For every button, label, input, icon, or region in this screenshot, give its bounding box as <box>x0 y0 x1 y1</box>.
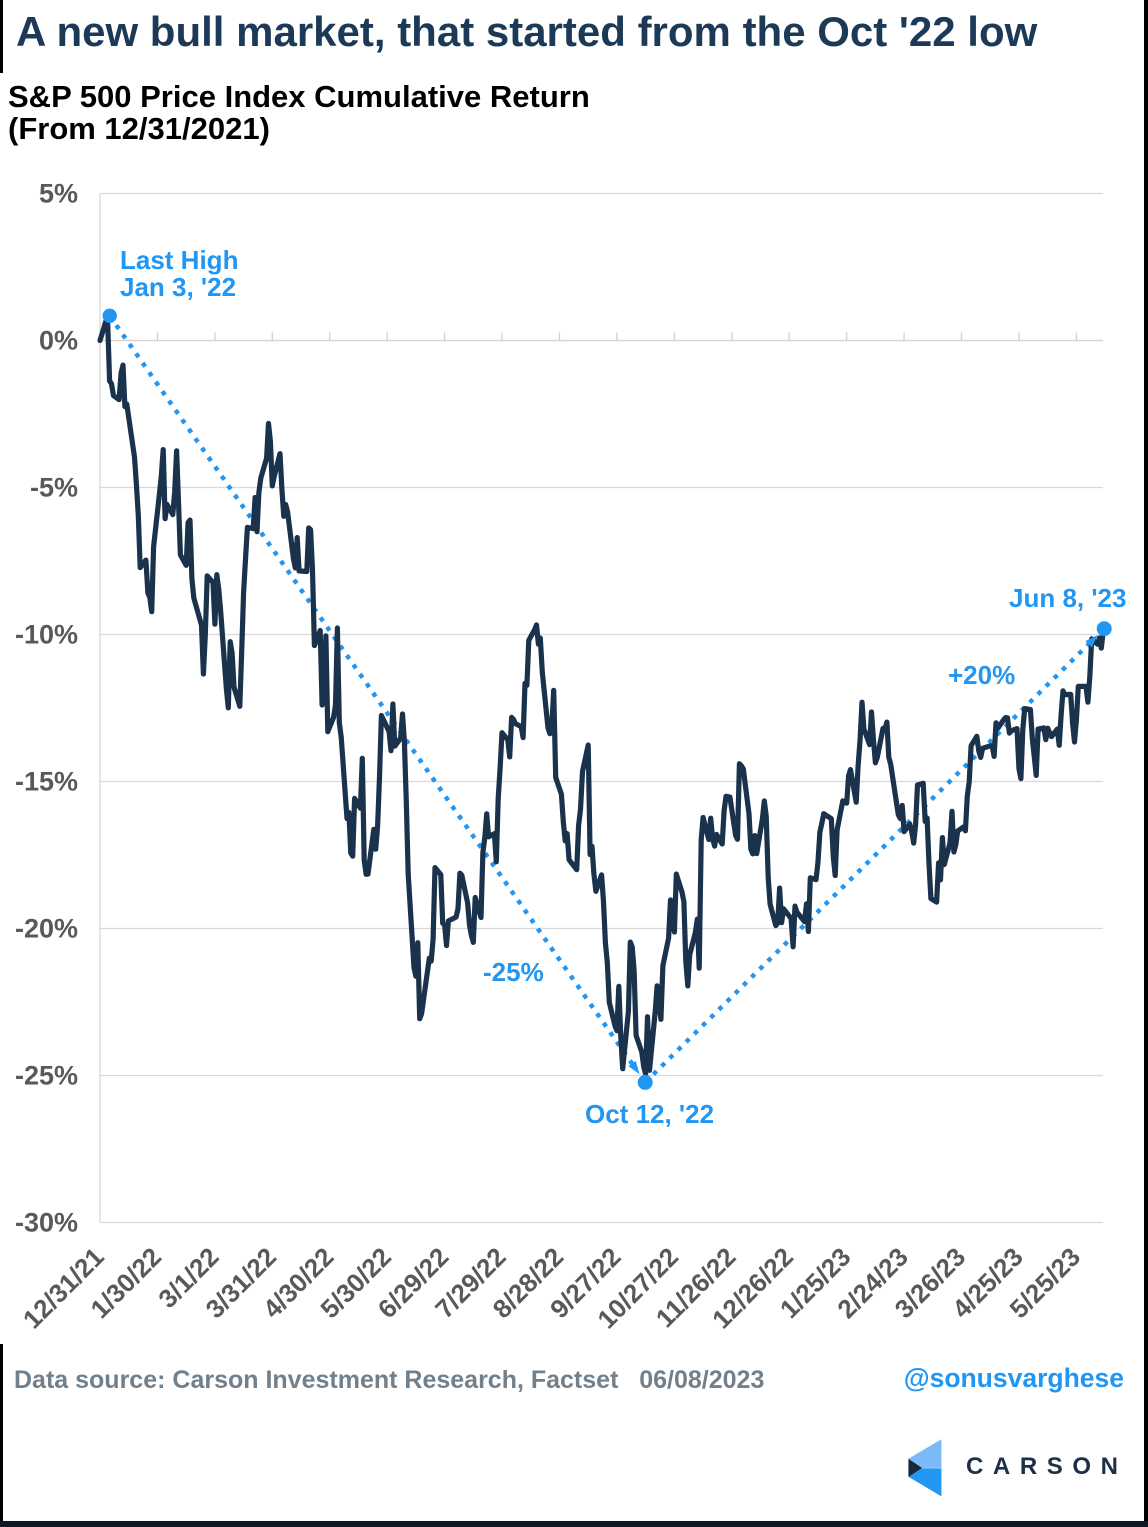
svg-text:-20%: -20% <box>15 914 78 944</box>
svg-text:+20%: +20% <box>948 660 1015 690</box>
svg-text:-10%: -10% <box>15 620 78 650</box>
svg-text:0%: 0% <box>39 326 78 356</box>
svg-text:5%: 5% <box>39 179 78 209</box>
svg-text:-25%: -25% <box>483 957 544 987</box>
svg-text:12/31/21: 12/31/21 <box>17 1242 110 1335</box>
svg-text:Oct 12, '22: Oct 12, '22 <box>585 1099 714 1129</box>
svg-text:Jan 3, '22: Jan 3, '22 <box>120 272 236 302</box>
svg-text:Jun 8, '23: Jun 8, '23 <box>1009 583 1126 613</box>
svg-text:-5%: -5% <box>30 473 78 503</box>
svg-text:-15%: -15% <box>15 767 78 797</box>
svg-text:-30%: -30% <box>15 1208 78 1238</box>
svg-text:Last High: Last High <box>120 245 238 275</box>
svg-text:-25%: -25% <box>15 1061 78 1091</box>
